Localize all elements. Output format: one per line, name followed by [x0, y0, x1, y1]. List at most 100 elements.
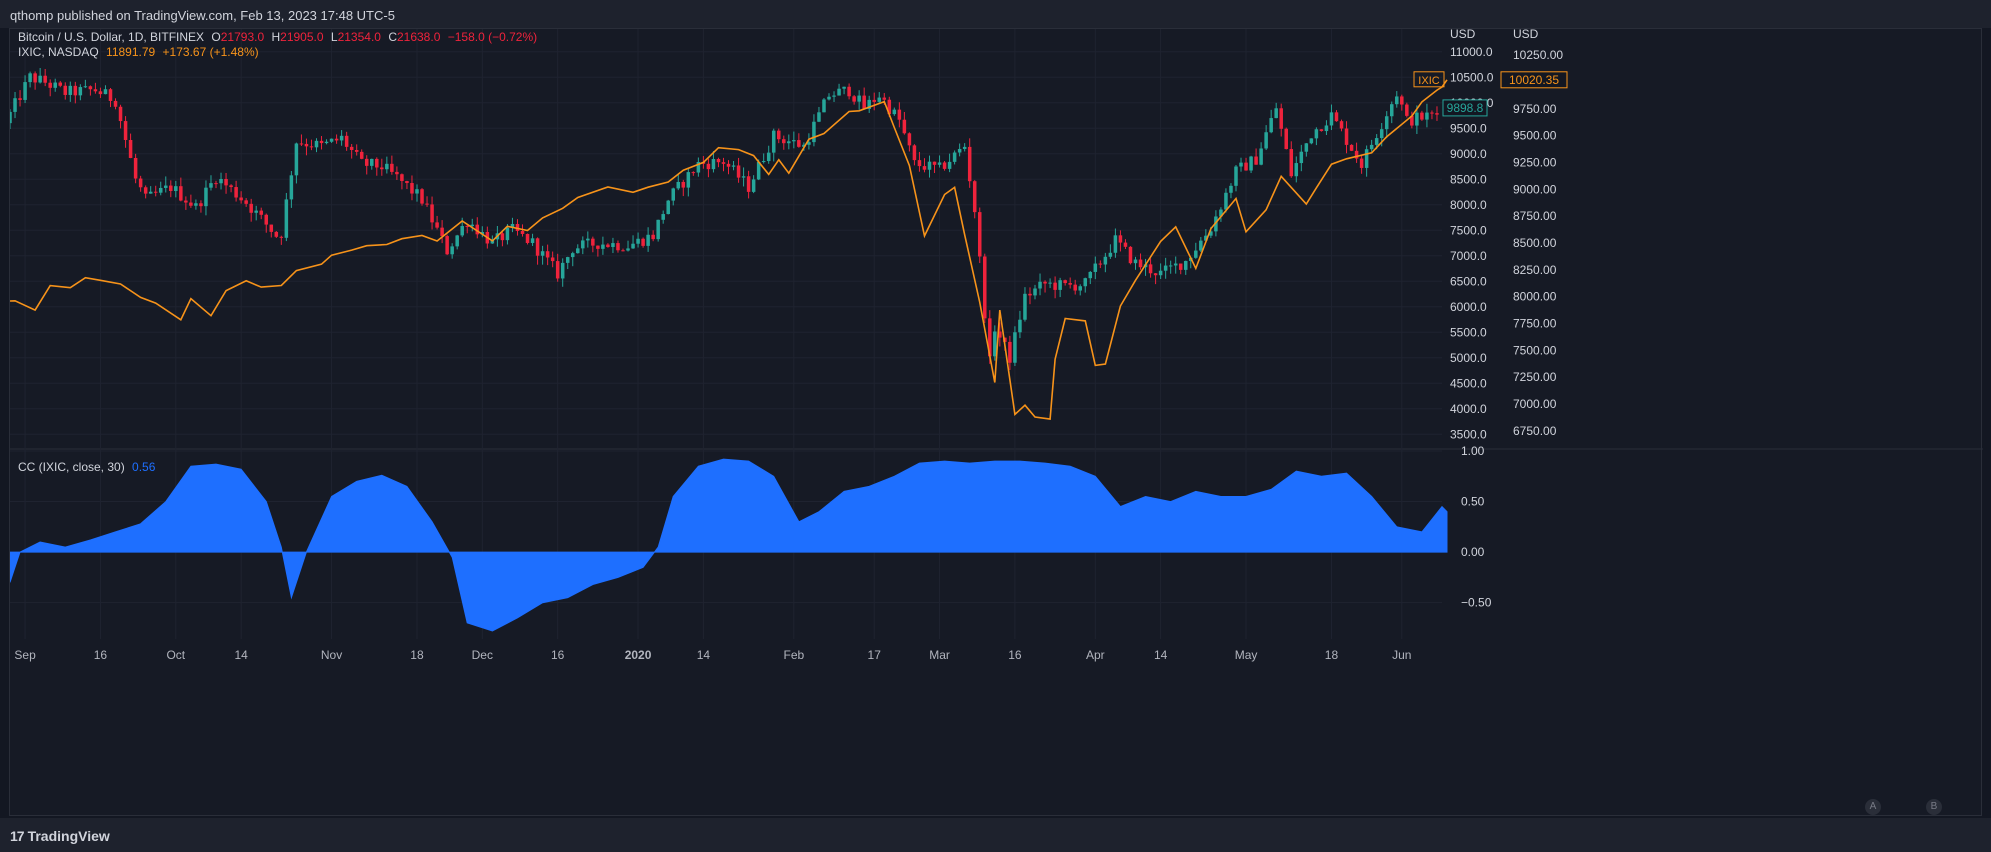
- btc-low: 21354.0: [337, 30, 381, 44]
- ixic-legend: IXIC, NASDAQ 11891.79 +173.67 (+1.48%): [18, 45, 263, 59]
- btc-candle: [862, 95, 866, 109]
- btc-candle: [294, 143, 299, 176]
- btc-axis-tick: 4000.0: [1450, 402, 1487, 416]
- ixic-axis-tick: 9750.00: [1513, 102, 1557, 116]
- btc-candle: [1098, 263, 1103, 265]
- tradingview-logo[interactable]: 17 TradingView: [10, 828, 110, 844]
- btc-candle: [1103, 256, 1108, 265]
- scale-mode-button[interactable]: B: [1926, 799, 1942, 815]
- btc-candle: [1008, 341, 1012, 363]
- btc-candle: [169, 185, 173, 192]
- btc-candle: [184, 200, 188, 203]
- btc-candle: [324, 141, 329, 144]
- btc-candle: [33, 73, 37, 83]
- btc-candle: [1204, 235, 1208, 241]
- ixic-axis-tick: 7250.00: [1513, 370, 1557, 384]
- time-tick-label: 17: [868, 648, 882, 662]
- btc-candle: [560, 262, 565, 279]
- btc-candle: [1053, 282, 1057, 290]
- btc-candle: [776, 130, 781, 140]
- btc-candle: [23, 82, 27, 100]
- btc-candle: [1389, 104, 1394, 117]
- btc-candle: [581, 240, 585, 249]
- btc-candle: [782, 139, 786, 144]
- btc-candle: [897, 109, 902, 120]
- btc-candle: [1359, 158, 1364, 168]
- btc-candle: [1173, 263, 1178, 266]
- btc-axis-tick: 6000.0: [1450, 300, 1487, 314]
- btc-candle: [1058, 280, 1062, 290]
- btc-candle: [329, 138, 334, 142]
- btc-candle: [380, 167, 384, 170]
- auto-scale-button[interactable]: A: [1865, 799, 1881, 815]
- btc-candle: [289, 175, 294, 200]
- btc-candle: [520, 230, 525, 234]
- btc-candle: [344, 135, 349, 147]
- btc-candle: [565, 257, 570, 263]
- time-tick-label: 14: [234, 648, 248, 662]
- btc-candle: [1194, 250, 1198, 258]
- btc-candle: [148, 191, 153, 194]
- btc-candle: [1028, 293, 1032, 296]
- btc-candle: [1304, 143, 1309, 152]
- btc-candle: [405, 181, 409, 184]
- chart-frame[interactable]: Sep 16 Oct 14 Nov 18 Dec 16 2020 14 Feb 17 Mar 16 Apr 1…: [9, 28, 1983, 817]
- time-tick-label: Jun: [1392, 648, 1411, 662]
- top-bar: qthomp published on TradingView.com, Feb…: [0, 0, 1991, 28]
- publish-info: qthomp published on TradingView.com, Feb…: [10, 8, 395, 23]
- btc-candle: [771, 130, 776, 153]
- btc-candle: [852, 96, 856, 102]
- btc-candle: [1239, 162, 1243, 167]
- btc-candle: [1430, 112, 1434, 114]
- btc-candle: [354, 150, 359, 152]
- btc-candle: [274, 231, 279, 237]
- btc-candle: [13, 98, 17, 112]
- time-tick-label: Oct: [166, 648, 185, 662]
- btc-candle: [103, 89, 108, 95]
- btc-candle: [18, 98, 22, 100]
- time-tick-label: 16: [551, 648, 565, 662]
- btc-candle: [1279, 108, 1283, 129]
- btc-candle: [746, 176, 751, 192]
- btc-candle: [515, 224, 520, 231]
- btc-candle: [1133, 259, 1138, 264]
- btc-candle: [606, 244, 610, 247]
- btc-candle: [118, 106, 123, 122]
- btc-candle: [681, 181, 686, 188]
- btc-candle: [224, 179, 228, 186]
- btc-candle: [108, 89, 113, 101]
- btc-candle: [1108, 252, 1113, 257]
- btc-candle: [525, 233, 530, 243]
- btc-candle: [269, 224, 274, 232]
- btc-candle: [425, 203, 429, 205]
- btc-candle: [555, 261, 560, 279]
- btc-candle: [666, 200, 670, 215]
- btc-candle: [636, 238, 640, 244]
- btc-candle: [189, 202, 193, 206]
- btc-candle: [470, 224, 475, 227]
- btc-axis-tick: 6500.0: [1450, 274, 1487, 288]
- cc-axis-tick: 1.00: [1461, 444, 1485, 458]
- ixic-axis-tick: 8500.00: [1513, 236, 1557, 250]
- btc-candle: [621, 250, 625, 252]
- btc-candle: [641, 238, 645, 246]
- btc-candle: [475, 224, 480, 235]
- ixic-axis-tick: 8750.00: [1513, 209, 1557, 223]
- ixic-axis-currency: USD: [1513, 29, 1539, 41]
- btc-candle: [390, 163, 394, 172]
- btc-candle: [817, 112, 821, 122]
- btc-candle: [1063, 280, 1067, 284]
- btc-candle: [1425, 112, 1429, 120]
- cc-axis-tick: 0.00: [1461, 545, 1485, 559]
- btc-candle: [415, 189, 419, 194]
- btc-candle: [1299, 151, 1304, 164]
- btc-axis-tick: 8500.0: [1450, 172, 1487, 186]
- btc-candle: [993, 331, 997, 357]
- chart-canvas[interactable]: Sep 16 Oct 14 Nov 18 Dec 16 2020 14 Feb 17 Mar 16 Apr 1…: [10, 29, 1983, 817]
- ixic-axis-tick: 10250.00: [1513, 48, 1563, 62]
- btc-candle: [917, 160, 922, 167]
- btc-candle: [887, 99, 892, 115]
- ixic-axis-tick: 8250.00: [1513, 263, 1557, 277]
- btc-candle: [761, 161, 766, 163]
- btc-candle: [797, 140, 801, 147]
